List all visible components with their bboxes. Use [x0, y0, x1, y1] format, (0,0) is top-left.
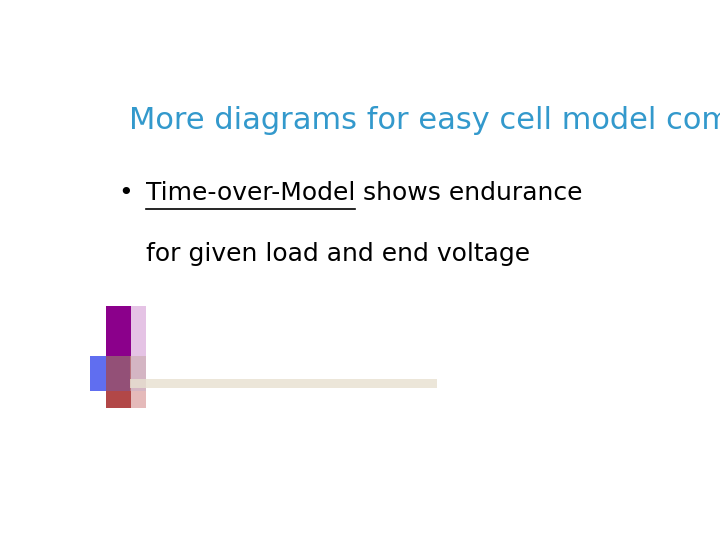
Bar — [106, 356, 131, 391]
Text: More diagrams for easy cell model comparision: More diagrams for easy cell model compar… — [129, 106, 720, 136]
Bar — [131, 391, 146, 408]
Text: for given load and end voltage: for given load and end voltage — [145, 241, 530, 266]
Bar — [131, 356, 146, 391]
Bar — [106, 306, 131, 356]
Text: Time-over-Model: Time-over-Model — [145, 181, 355, 205]
Text: shows endurance: shows endurance — [355, 181, 582, 205]
Bar — [106, 391, 131, 408]
Bar — [130, 356, 145, 391]
Bar — [131, 306, 146, 356]
Bar — [130, 379, 437, 388]
Bar — [90, 356, 130, 391]
Text: •: • — [118, 181, 132, 205]
